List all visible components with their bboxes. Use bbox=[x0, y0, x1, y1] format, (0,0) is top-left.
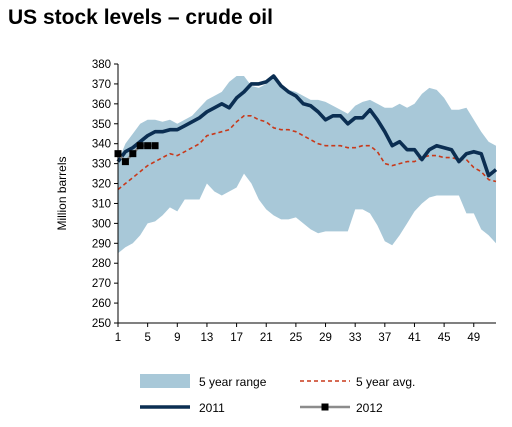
x-tick-label: 1 bbox=[115, 332, 121, 344]
series-2011-line bbox=[116, 74, 498, 178]
y-tick-label: 340 bbox=[92, 139, 111, 151]
x-tick-label: 25 bbox=[289, 332, 302, 344]
legend-label-avg: 5 year avg. bbox=[356, 375, 415, 389]
series-2012-marker bbox=[121, 158, 129, 166]
x-tick-label: 21 bbox=[260, 332, 273, 344]
x-tick-label: 13 bbox=[201, 332, 214, 344]
y-tick-label: 380 bbox=[92, 59, 111, 71]
series-2012-marker bbox=[151, 142, 159, 150]
axes: 250 260 270 280 290 300 310 320 330 340 350 360 370 3… bbox=[55, 59, 496, 344]
x-tick-label: 5 bbox=[144, 332, 150, 344]
x-tick-label: 17 bbox=[230, 332, 243, 344]
series-2012-marker bbox=[129, 150, 137, 158]
series-2012-marker bbox=[144, 142, 152, 150]
legend-label-range: 5 year range bbox=[199, 375, 267, 389]
range-band bbox=[118, 76, 496, 254]
legend-swatch-range bbox=[140, 374, 190, 388]
legend: 5 year range 5 year avg. 2011 2012 bbox=[140, 374, 415, 415]
y-tick-label: 370 bbox=[92, 79, 111, 91]
x-tick-label: 37 bbox=[378, 332, 391, 344]
x-tick-label: 41 bbox=[408, 332, 421, 344]
x-tick-label: 29 bbox=[319, 332, 332, 344]
y-tick-label: 250 bbox=[92, 318, 111, 330]
y-tick-label: 330 bbox=[92, 159, 111, 171]
y-axis-title: Million barrels bbox=[55, 156, 69, 230]
y-tick-label: 270 bbox=[92, 278, 111, 290]
legend-marker-2012 bbox=[321, 403, 329, 411]
x-tick-label: 9 bbox=[174, 332, 180, 344]
y-tick-label: 300 bbox=[92, 218, 111, 230]
x-tick-label: 49 bbox=[467, 332, 480, 344]
plot-area bbox=[114, 74, 498, 254]
y-tick-label: 310 bbox=[92, 198, 111, 210]
y-tick-label: 350 bbox=[92, 119, 111, 131]
x-tick-label: 33 bbox=[349, 332, 362, 344]
y-tick-label: 290 bbox=[92, 238, 111, 250]
legend-label-2012: 2012 bbox=[356, 401, 383, 415]
y-tick-label: 260 bbox=[92, 298, 111, 310]
chart-title: US stock levels – crude oil bbox=[8, 6, 273, 29]
series-5-year-avg-line bbox=[117, 115, 497, 191]
y-tick-label: 280 bbox=[92, 258, 111, 270]
x-tick-label: 45 bbox=[438, 332, 451, 344]
legend-label-2011: 2011 bbox=[199, 401, 225, 415]
y-tick-label: 360 bbox=[92, 99, 111, 111]
series-2012-marker bbox=[136, 142, 144, 150]
y-tick-label: 320 bbox=[92, 179, 111, 191]
